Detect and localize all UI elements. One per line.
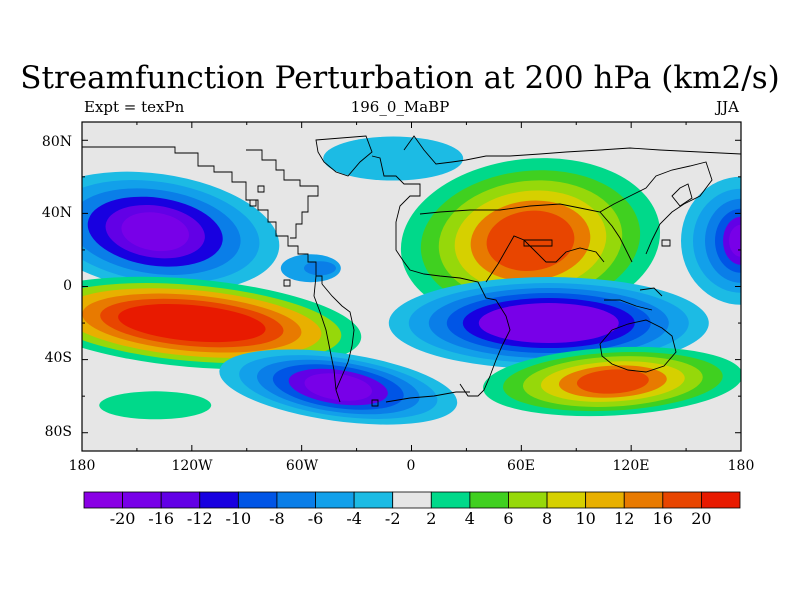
colorbar-label: -4 — [346, 509, 362, 528]
coastline-australia — [599, 319, 677, 373]
coastline-arabia-india — [485, 235, 605, 283]
colorbar-label: 16 — [652, 509, 673, 528]
colorbar-swatch — [623, 491, 664, 509]
colorbar-label: 12 — [614, 509, 635, 528]
colorbar-label: -20 — [109, 509, 136, 528]
colorbar-swatch — [353, 491, 394, 509]
coastline-indonesia — [604, 287, 663, 311]
colorbar-swatch — [83, 491, 123, 509]
colorbar-swatch — [585, 491, 625, 509]
contour-band-low — [478, 303, 619, 344]
colorbar-swatch — [662, 491, 702, 509]
colorbar-swatch — [508, 491, 548, 509]
coastline-islands — [249, 185, 671, 407]
coastline-antarctica — [385, 391, 470, 403]
colorbar-label: -8 — [269, 509, 285, 528]
y-tick-label: 80S — [44, 424, 72, 440]
colorbar-label: 8 — [541, 509, 553, 528]
colorbar-label: 2 — [426, 509, 437, 528]
coastline-asia-south — [419, 203, 633, 263]
colorbar-label: -2 — [384, 509, 401, 528]
run-label: 196_0_MaBP — [350, 98, 450, 116]
colorbar-swatch — [430, 491, 471, 509]
contour-band-high — [576, 369, 649, 394]
x-tick-label: 180 — [727, 458, 755, 474]
colorbar-swatch — [237, 491, 278, 509]
x-tick-label: 60E — [506, 458, 536, 474]
colorbar-swatch — [392, 491, 432, 509]
map-title: Streamfunction Perturbation at 200 hPa (… — [20, 60, 780, 96]
contour-band-low — [303, 261, 336, 276]
colorbar-label: -10 — [225, 509, 252, 528]
colorbar-label: 4 — [464, 509, 475, 528]
coastline-north-america — [82, 146, 323, 284]
y-tick-label: 40S — [44, 350, 72, 366]
contour-band-high — [486, 210, 575, 271]
coastline-south-america — [321, 283, 355, 403]
coastline-japan — [671, 183, 693, 207]
colorbar-swatch — [546, 491, 587, 509]
coastline-south-america-west — [313, 275, 337, 391]
contour-band-low — [304, 373, 372, 401]
coastline-east-asia — [599, 161, 713, 255]
y-tick-label: 40N — [41, 205, 72, 221]
colorbar-label: 6 — [503, 509, 514, 528]
coastline-greenland — [315, 135, 373, 177]
colorbar-swatch — [199, 491, 239, 509]
colorbar-swatch — [160, 491, 201, 509]
colorbar-label: 10 — [575, 509, 596, 528]
colorbar-swatch — [701, 491, 741, 509]
contour-band-low — [323, 136, 464, 181]
contour-band-high — [118, 303, 266, 343]
coastline-africa-europe — [371, 155, 511, 397]
y-tick-label: 0 — [63, 278, 72, 294]
colorbar-swatch — [469, 491, 509, 509]
colorbar-label: -12 — [186, 509, 213, 528]
season-label: JJA — [716, 98, 739, 116]
y-tick-label: 80N — [41, 134, 72, 150]
colorbar-swatch — [315, 491, 355, 509]
contour-band-high — [99, 391, 212, 420]
coastline-eurasia-north — [403, 135, 741, 165]
x-tick-label: 180 — [68, 458, 96, 474]
x-tick-label: 120E — [612, 458, 650, 474]
colorbar-label: -6 — [307, 509, 324, 528]
contour-band-low — [729, 224, 741, 257]
x-tick-label: 0 — [406, 458, 416, 474]
colorbar-swatch — [122, 491, 162, 509]
colorbar-label: -16 — [148, 509, 175, 528]
x-tick-label: 120W — [171, 458, 213, 474]
contour-band-low — [121, 212, 189, 252]
x-tick-label: 60W — [285, 458, 319, 474]
colorbar-swatch — [276, 491, 316, 509]
coastline-north-america-east — [246, 149, 319, 239]
colorbar-label: 20 — [691, 509, 712, 528]
experiment-label: Expt = texPn — [84, 98, 185, 116]
